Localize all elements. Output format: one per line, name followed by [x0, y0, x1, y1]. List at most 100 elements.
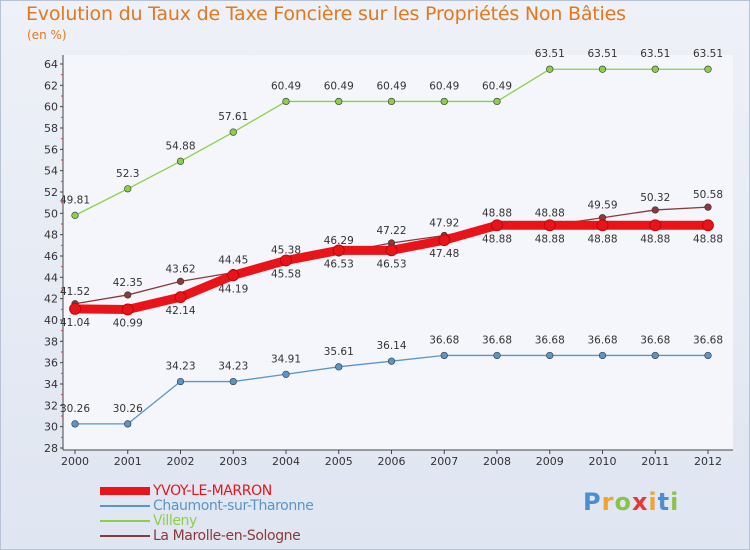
data-point: [704, 203, 712, 211]
x-tick-label: 2011: [641, 455, 669, 468]
data-label: 54.88: [165, 140, 195, 152]
x-tick-label: 2002: [167, 455, 195, 468]
data-point: [546, 65, 554, 73]
y-tick-label: 40: [44, 314, 58, 327]
data-point: [651, 65, 659, 73]
data-point: [229, 377, 237, 386]
data-label: 46.53: [324, 258, 354, 270]
data-label: 46.29: [324, 235, 354, 247]
logo-letter: x: [631, 488, 649, 516]
data-point: [387, 357, 396, 365]
data-point: [704, 351, 712, 360]
data-label: 47.92: [429, 218, 459, 230]
data-point: [176, 157, 185, 165]
x-tick-label: 2009: [536, 455, 564, 468]
y-tick-label: 28: [44, 442, 58, 455]
data-point: [598, 351, 607, 360]
data-point: [121, 303, 134, 316]
data-label: 48.88: [587, 233, 617, 245]
data-label: 46.53: [376, 258, 406, 270]
data-label: 63.51: [693, 48, 723, 60]
data-label: 44.19: [218, 283, 248, 295]
y-tick-label: 52: [44, 186, 58, 199]
data-point: [124, 185, 132, 193]
data-label: 52.3: [116, 168, 139, 180]
data-point: [440, 351, 448, 360]
data-point: [385, 244, 398, 257]
data-label: 60.49: [271, 80, 301, 92]
legend-swatch-chaumont: [100, 505, 150, 507]
data-label: 48.88: [482, 233, 512, 245]
data-label: 63.51: [640, 48, 670, 60]
data-point: [71, 420, 79, 428]
legend-label-yvoy: YVOY-LE-MARRON: [153, 483, 272, 499]
y-tick-label: 34: [44, 378, 58, 391]
data-label: 36.14: [376, 340, 406, 352]
data-label: 48.88: [482, 207, 512, 219]
chart-title: Evolution du Taux de Taxe Foncière sur l…: [26, 3, 626, 25]
y-tick-label: 42: [44, 293, 58, 306]
data-point: [124, 420, 132, 428]
data-point: [702, 219, 714, 232]
data-label: 34.23: [218, 361, 248, 373]
data-point: [543, 219, 556, 232]
y-tick-label: 38: [44, 335, 58, 348]
x-tick-label: 2001: [114, 455, 142, 468]
data-label: 48.88: [693, 233, 723, 245]
data-point: [280, 254, 292, 267]
data-point: [491, 219, 503, 232]
data-label: 49.59: [587, 200, 617, 212]
data-point: [651, 351, 659, 360]
data-label: 60.49: [376, 80, 406, 92]
data-point: [493, 351, 501, 360]
logo-letter: i: [648, 488, 658, 516]
data-label: 60.49: [429, 80, 459, 92]
y-axis-unit-label: (en %): [27, 28, 67, 42]
data-point: [174, 291, 187, 304]
y-tick-label: 58: [44, 122, 58, 135]
data-label: 50.58: [693, 189, 723, 201]
x-tick-label: 2010: [589, 455, 617, 468]
data-label: 57.61: [218, 111, 248, 123]
data-point: [176, 277, 185, 285]
y-tick-label: 62: [44, 79, 58, 92]
legend-label-chaumont: Chaumont-sur-Tharonne: [153, 498, 314, 514]
data-label: 30.26: [60, 403, 90, 415]
data-point: [493, 97, 501, 106]
data-point: [438, 234, 451, 247]
y-tick-label: 64: [44, 58, 58, 71]
data-label: 47.22: [376, 225, 406, 237]
data-label: 42.35: [113, 277, 143, 289]
data-point: [227, 269, 240, 282]
legend-swatch-marolle: [100, 535, 150, 537]
y-tick-label: 50: [44, 207, 58, 220]
data-label: 41.04: [60, 317, 90, 329]
data-point: [387, 97, 396, 106]
data-point: [546, 351, 554, 360]
data-label: 41.52: [60, 286, 90, 298]
logo-letter: r: [601, 488, 615, 516]
y-tick-label: 60: [44, 101, 58, 114]
y-tick-label: 32: [44, 399, 58, 412]
data-point: [335, 363, 343, 371]
legend-label-villeny: Villeny: [153, 513, 197, 529]
x-tick-label: 2008: [483, 455, 511, 468]
x-tick-label: 2012: [694, 455, 722, 468]
data-label: 34.23: [165, 361, 195, 373]
x-tick-label: 2005: [325, 455, 353, 468]
data-point: [124, 291, 132, 299]
data-label: 42.14: [165, 305, 195, 317]
data-label: 63.51: [587, 48, 617, 60]
data-label: 36.68: [429, 334, 459, 346]
data-label: 45.38: [271, 245, 301, 257]
data-label: 30.26: [113, 403, 143, 415]
data-label: 60.49: [482, 80, 512, 92]
x-tick-label: 2000: [61, 455, 89, 468]
y-tick-label: 44: [44, 271, 58, 284]
x-tick-label: 2004: [272, 455, 300, 468]
data-label: 48.88: [640, 233, 670, 245]
data-point: [704, 65, 712, 73]
data-label: 48.88: [535, 207, 565, 219]
y-tick-label: 56: [44, 143, 58, 156]
legend-swatch-villeny: [100, 520, 150, 522]
